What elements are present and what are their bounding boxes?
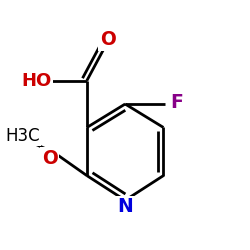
Text: H3C: H3C xyxy=(6,127,40,145)
Text: N: N xyxy=(117,198,133,216)
Text: F: F xyxy=(170,93,183,112)
Text: HO: HO xyxy=(21,72,52,90)
Text: O: O xyxy=(100,30,116,49)
Text: O: O xyxy=(42,149,58,168)
